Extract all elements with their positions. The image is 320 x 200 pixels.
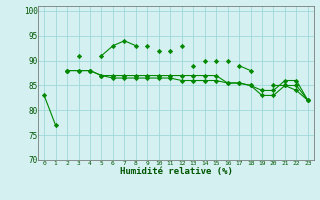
X-axis label: Humidité relative (%): Humidité relative (%) [120,167,232,176]
